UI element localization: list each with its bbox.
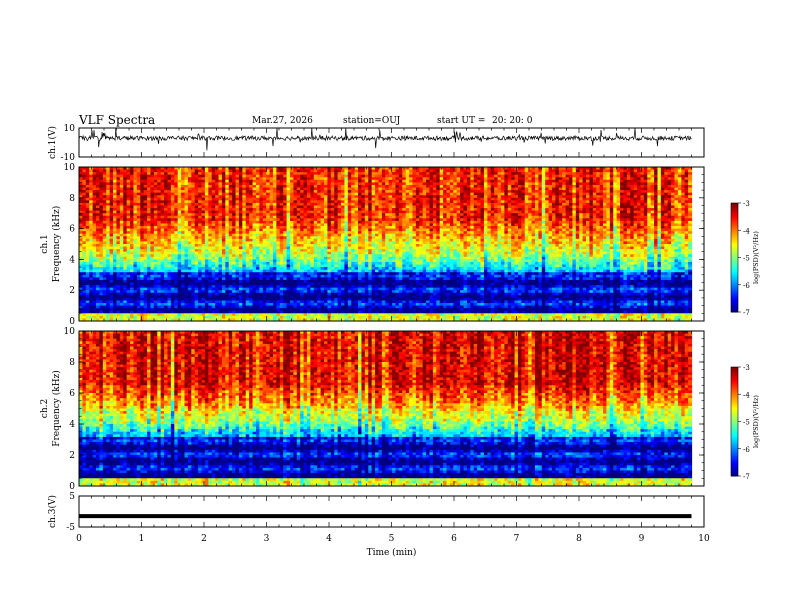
s1-spectrogram-image (79, 167, 692, 322)
